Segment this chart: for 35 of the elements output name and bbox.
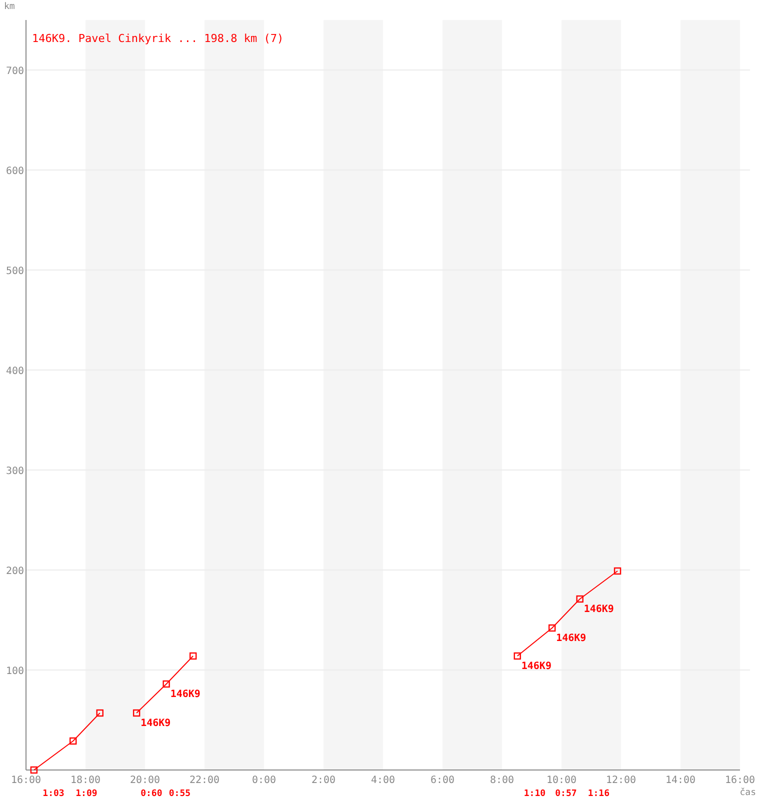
- y-tick-label: 700: [6, 66, 24, 77]
- x-tick-label: 18:00: [70, 775, 101, 786]
- y-tick-label: 300: [6, 466, 24, 477]
- text: 146K9. Pavel Cinkyrik ... 198.8 km (7): [32, 32, 284, 45]
- x-tick-label: 16:00: [10, 775, 42, 786]
- x-tick-label: 16:00: [724, 775, 756, 786]
- x-tick-label: 8:00: [490, 775, 514, 786]
- annotation: 146K9: [584, 604, 614, 615]
- x-tick-label: 4:00: [370, 775, 396, 786]
- y-tick-label: 400: [6, 366, 24, 377]
- y-tick-label: 600: [6, 166, 24, 177]
- x-tick-label: 2:00: [311, 775, 336, 786]
- x-tick-label: 14:00: [665, 775, 696, 786]
- annotation: 146K9: [556, 633, 586, 644]
- x-axis-title: čas: [740, 787, 756, 798]
- x-tick-label: 22:00: [189, 775, 220, 786]
- text: 1:16: [588, 789, 610, 799]
- y-axis-title: km: [4, 2, 15, 12]
- x-tick-label: 0:00: [252, 775, 276, 786]
- annotation: 146K9: [170, 689, 200, 700]
- text: 1:03: [42, 789, 64, 799]
- y-tick-label: 200: [6, 566, 24, 577]
- text: 0:57: [555, 789, 577, 799]
- text: 1:10: [524, 789, 546, 799]
- x-tick-label: 12:00: [606, 775, 636, 786]
- x-tick-label: 20:00: [130, 775, 160, 786]
- x-tick-label: 6:00: [430, 775, 455, 786]
- text: 0:60: [140, 789, 162, 799]
- annotation: 146K9: [140, 718, 171, 729]
- text: 1:09: [76, 789, 98, 799]
- x-tick-label: 10:00: [546, 775, 577, 786]
- y-tick-label: 100: [6, 666, 24, 677]
- y-tick-label: 500: [6, 266, 24, 277]
- text: 0:55: [168, 789, 191, 799]
- annotation: 146K9: [521, 661, 552, 672]
